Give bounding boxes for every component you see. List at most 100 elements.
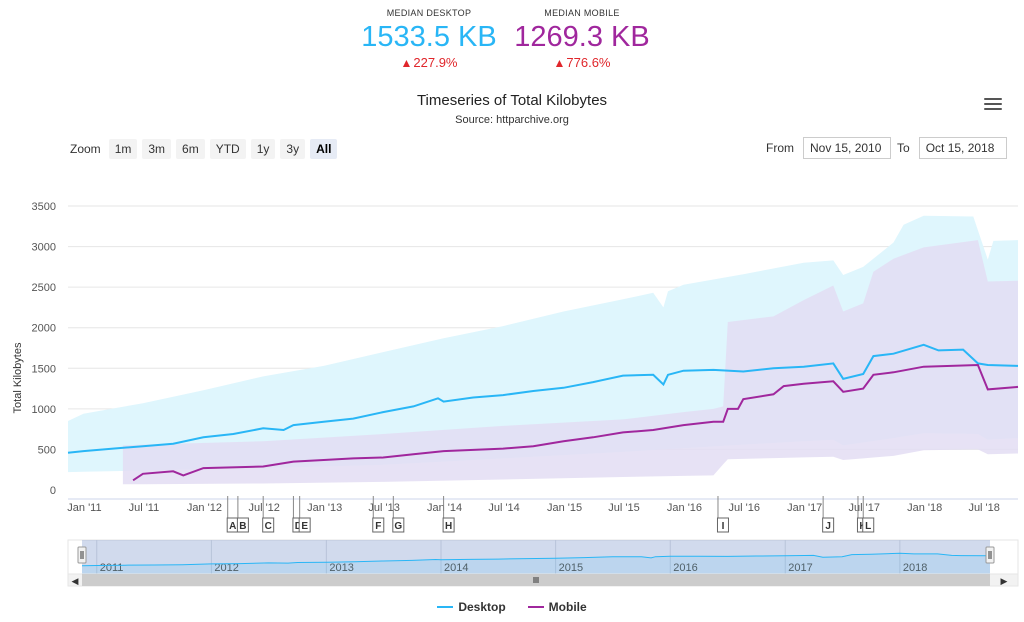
x-tick-label: Jan '13 (307, 502, 342, 514)
range-to-label: To (897, 141, 910, 155)
zoom-3y-button[interactable]: 3y (280, 139, 306, 159)
up-triangle-icon: ▲ (400, 56, 413, 70)
median-desktop-change-value: 227.9% (413, 55, 458, 70)
zoom-ytd-button[interactable]: YTD (209, 139, 246, 159)
legend-swatch-desktop (437, 606, 454, 608)
flag-box (262, 517, 275, 533)
median-desktop-value: 1533.5 KB (361, 21, 497, 53)
navigator-year-label: 2017 (788, 562, 812, 574)
zoom-label: Zoom (70, 142, 101, 156)
mobile-median-line (132, 363, 1019, 482)
chart-subtitle: Source: httparchive.org (455, 114, 569, 126)
zoom-1y-button[interactable]: 1y (250, 139, 276, 159)
handle-body (77, 546, 87, 564)
flag-letter: F (375, 521, 381, 532)
navigator-year-label: 2012 (214, 562, 238, 574)
flag-letter: L (865, 521, 871, 532)
flag-box (372, 517, 385, 533)
flag-marker-b[interactable]: B (236, 517, 249, 533)
legend-item-mobile[interactable]: Mobile (527, 600, 587, 614)
flag-marker-c[interactable]: C (262, 517, 275, 533)
flag-box (298, 517, 311, 533)
median-mobile-change-value: 776.6% (566, 55, 611, 70)
x-tick-label: Jul '13 (368, 502, 399, 514)
median-desktop-change: ▲227.9% (355, 55, 503, 70)
legend-label-mobile: Mobile (548, 600, 587, 614)
range-to: To (897, 137, 1007, 159)
y-tick-label: 3000 (32, 242, 56, 254)
zoom-all-button[interactable]: All (310, 139, 338, 159)
y-tick-label: 1500 (32, 363, 56, 375)
navigator-year-label: 2018 (903, 562, 927, 574)
x-tick-label: Jul '16 (729, 502, 760, 514)
median-mobile-label: MEDIAN MOBILE (544, 8, 620, 18)
chart-title: Timeseries of Total Kilobytes (416, 92, 608, 109)
x-tick-label: Jan '12 (187, 502, 222, 514)
up-triangle-icon: ▲ (553, 56, 566, 70)
flag-marker-f[interactable]: F (372, 517, 385, 533)
flag-marker-i[interactable]: I (716, 517, 729, 533)
median-mobile-value: 1269.3 KB (514, 21, 650, 53)
flag-box (862, 517, 875, 533)
range-to-input[interactable] (918, 137, 1007, 159)
x-tick-label: Jul '18 (968, 502, 999, 514)
scrollbar[interactable]: ◀ ▶ (67, 573, 1019, 587)
flag-box (716, 517, 729, 533)
flag-box (392, 517, 405, 533)
x-tick-label: Jan '16 (667, 502, 702, 514)
flag-box (236, 517, 249, 533)
flag-marker-g[interactable]: G (392, 517, 405, 533)
flag-letter: E (301, 521, 308, 532)
flag-letter: G (394, 521, 402, 532)
flag-marker-a[interactable]: A (226, 517, 239, 533)
navigator-line (81, 552, 991, 567)
navigator-year-label: 2015 (559, 562, 583, 574)
x-tick-label: Jul '14 (488, 502, 519, 514)
legend-item-desktop[interactable]: Desktop (437, 600, 506, 614)
x-tick-label: Jul '11 (129, 502, 160, 514)
navigator: 20112012201320142015201620172018 (67, 539, 1019, 575)
x-tick-label: Jul '15 (608, 502, 639, 514)
y-tick-label: 2500 (32, 282, 56, 294)
range-from-label: From (766, 141, 794, 155)
hamburger-menu-icon[interactable] (984, 98, 1002, 112)
legend-swatch-mobile (527, 606, 544, 608)
scroll-right-arrow-icon: ▶ (1001, 576, 1008, 586)
chart-legend: Desktop Mobile (0, 600, 1024, 614)
zoom-6m-button[interactable]: 6m (176, 139, 205, 159)
flag-letter: J (825, 521, 831, 532)
navigator-right-handle[interactable] (985, 546, 995, 564)
x-tick-label: Jan '14 (427, 502, 462, 514)
x-tick-label: Jul '12 (248, 502, 279, 514)
y-tick-label: 3500 (32, 201, 56, 213)
navigator-year-label: 2016 (673, 562, 697, 574)
flag-letter: D (295, 521, 302, 532)
range-from-input[interactable] (803, 137, 891, 159)
y-tick-label: 2000 (32, 323, 56, 335)
flag-box (442, 517, 455, 533)
zoom-1m-button[interactable]: 1m (108, 139, 138, 159)
y-tick-label: 500 (38, 444, 56, 456)
flag-letter: H (445, 521, 452, 532)
flag-marker-h[interactable]: H (442, 517, 455, 533)
x-tick-label: Jan '18 (907, 502, 942, 514)
y-axis-title: Total Kilobytes (12, 342, 24, 413)
zoom-controls: Zoom 1m 3m 6m YTD 1y 3y All (70, 139, 342, 159)
navigator-year-label: 2014 (444, 562, 468, 574)
handle-body (985, 546, 995, 564)
scroll-left-arrow-icon: ◀ (72, 576, 79, 586)
flag-marker-e[interactable]: E (298, 517, 311, 533)
flag-marker-j[interactable]: J (822, 517, 835, 533)
scrollbar-grip-icon (533, 577, 539, 583)
y-tick-label: 1000 (32, 404, 56, 416)
x-tick-label: Jan '11 (67, 502, 101, 514)
navigator-left-handle[interactable] (77, 546, 87, 564)
median-desktop-label: MEDIAN DESKTOP (386, 8, 472, 18)
flag-letter: I (722, 521, 725, 532)
flag-letter: B (239, 521, 246, 532)
zoom-3m-button[interactable]: 3m (142, 139, 172, 159)
flag-marker-l[interactable]: L (862, 517, 875, 533)
median-mobile-kpi: MEDIAN MOBILE 1269.3 KB ▲776.6% (512, 0, 652, 70)
x-tick-label: Jan '17 (787, 502, 822, 514)
